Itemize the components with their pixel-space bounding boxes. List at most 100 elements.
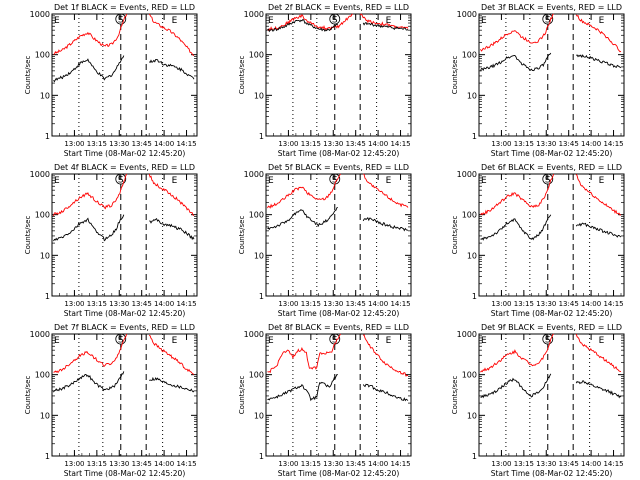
- series-lld-segment-0: [480, 13, 554, 52]
- marker-s: S: [545, 336, 551, 346]
- series-lld-segment-1: [575, 333, 621, 372]
- marker-e-right: E: [386, 336, 392, 346]
- series-events-segment-0: [53, 55, 125, 83]
- x-tick-label: 13:45: [346, 300, 366, 308]
- y-tick-label: 1: [45, 132, 50, 141]
- plot-frame: [51, 173, 198, 297]
- y-axis-label: Counts/sec: [24, 56, 32, 95]
- panel-det-4f: Det 4f BLACK = Events, RED = LLD 1 10 100 10…: [24, 163, 198, 318]
- marker-s-circle: [115, 173, 127, 185]
- y-tick-label: 10: [254, 411, 264, 420]
- x-tick-label: 14:00: [154, 460, 174, 468]
- series-lld-segment-0: [480, 333, 554, 373]
- x-tick-label: 13:30: [109, 460, 129, 468]
- marker-s: S: [545, 16, 551, 26]
- series-lld-segment-1: [575, 14, 622, 53]
- plot-frame: [51, 333, 198, 457]
- marker-e-left: E: [481, 176, 487, 186]
- panel-det-7f: Det 7f BLACK = Events, RED = LLD 1 10 100 10…: [24, 323, 198, 478]
- x-tick-label: 14:00: [581, 300, 601, 308]
- x-tick-label: 13:00: [491, 300, 511, 308]
- series-events-segment-0: [53, 214, 125, 242]
- x-tick-label: 13:45: [559, 460, 579, 468]
- marker-s-circle: [542, 333, 554, 345]
- y-tick-label: 10: [40, 91, 50, 100]
- x-axis-label: Start Time (08-Mar-02 12:45:20): [278, 149, 400, 158]
- panel-title: Det 9f BLACK = Events, RED = LLD: [481, 323, 622, 332]
- y-tick-label: 1000: [244, 170, 264, 179]
- marker-s: S: [332, 336, 338, 346]
- panel-title: Det 6f BLACK = Events, RED = LLD: [481, 163, 622, 172]
- series-lld-segment-1: [362, 173, 409, 208]
- marker-e-left: E: [268, 176, 274, 186]
- x-tick-label: 13:30: [109, 300, 129, 308]
- series-events-segment-0: [480, 52, 552, 72]
- panel-det-6f: Det 6f BLACK = Events, RED = LLD 1 10 100 10…: [451, 163, 625, 318]
- plot-frame: [265, 13, 412, 137]
- plot-frame: [265, 333, 412, 457]
- x-tick-label: 13:15: [301, 140, 321, 148]
- y-tick-label: 100: [462, 51, 477, 60]
- y-tick-label: 100: [462, 371, 477, 380]
- y-axis-label: Counts/sec: [451, 376, 459, 415]
- marker-s: S: [118, 176, 124, 186]
- x-axis-label: Start Time (08-Mar-02 12:45:20): [491, 309, 613, 318]
- x-tick-label: 13:45: [559, 140, 579, 148]
- x-tick-label: 14:15: [603, 300, 623, 308]
- y-axis-label: Counts/sec: [451, 56, 459, 95]
- x-tick-label: 14:15: [390, 140, 410, 148]
- plot-frame: [478, 13, 625, 137]
- series-lld-segment-1: [359, 13, 409, 29]
- panel-det-8f: Det 8f BLACK = Events, RED = LLD 1 10 100 10…: [238, 323, 412, 478]
- panel-det-1f: Det 1f BLACK = Events, RED = LLD 1 10 100 10…: [24, 3, 198, 158]
- panel-det-2f: Det 2f BLACK = Events, RED = LLD 1 10 100 10…: [238, 3, 412, 158]
- marker-e-right: E: [386, 176, 392, 186]
- marker-e-right: E: [386, 16, 392, 26]
- x-axis-label: Start Time (08-Mar-02 12:45:20): [491, 149, 613, 158]
- y-tick-label: 100: [249, 51, 264, 60]
- panel-title: Det 8f BLACK = Events, RED = LLD: [268, 323, 409, 332]
- y-axis-label: Counts/sec: [238, 216, 246, 255]
- marker-e-left: E: [54, 16, 60, 26]
- y-tick-label: 1: [472, 452, 477, 461]
- y-tick-label: 100: [249, 371, 264, 380]
- x-tick-label: 13:30: [536, 140, 556, 148]
- x-tick-label: 13:45: [346, 140, 366, 148]
- marker-e-left: E: [54, 336, 60, 346]
- x-tick-label: 14:00: [368, 300, 388, 308]
- y-tick-label: 10: [254, 251, 264, 260]
- x-tick-label: 13:30: [323, 300, 343, 308]
- y-tick-label: 1: [45, 452, 50, 461]
- x-tick-label: 14:00: [154, 300, 174, 308]
- series-events-segment-0: [53, 371, 125, 393]
- x-tick-label: 13:45: [132, 460, 152, 468]
- series-events-segment-1: [362, 21, 409, 31]
- y-tick-label: 100: [249, 211, 264, 220]
- y-tick-label: 10: [40, 411, 50, 420]
- y-tick-label: 100: [35, 371, 50, 380]
- series-lld-segment-1: [148, 13, 195, 56]
- x-tick-label: 13:45: [346, 460, 366, 468]
- y-tick-label: 100: [462, 211, 477, 220]
- series-events-segment-0: [267, 18, 339, 33]
- x-tick-label: 14:00: [368, 140, 388, 148]
- y-tick-label: 1000: [457, 170, 477, 179]
- series-lld-segment-1: [148, 334, 195, 376]
- panel-title: Det 7f BLACK = Events, RED = LLD: [54, 323, 195, 332]
- y-tick-label: 1000: [30, 330, 50, 339]
- plot-frame: [51, 13, 198, 137]
- marker-e-right: E: [599, 16, 605, 26]
- marker-e-right: E: [599, 176, 605, 186]
- y-tick-label: 1: [259, 132, 264, 141]
- x-tick-label: 13:30: [323, 140, 343, 148]
- series-events-segment-0: [267, 373, 338, 402]
- panel-det-3f: Det 3f BLACK = Events, RED = LLD 1 10 100 10…: [451, 3, 625, 158]
- marker-e-left: E: [54, 176, 60, 186]
- series-lld-segment-0: [53, 333, 128, 374]
- marker-s: S: [332, 16, 338, 26]
- x-tick-label: 13:30: [323, 460, 343, 468]
- series-events-segment-0: [267, 207, 338, 231]
- x-tick-label: 13:00: [278, 300, 298, 308]
- marker-s: S: [545, 176, 551, 186]
